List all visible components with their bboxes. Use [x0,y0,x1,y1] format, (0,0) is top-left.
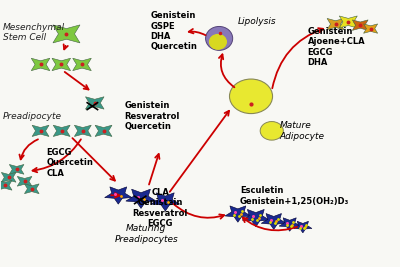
Polygon shape [9,164,24,174]
Ellipse shape [230,79,272,113]
Polygon shape [242,209,270,227]
Text: Mature
Adipocyte: Mature Adipocyte [280,121,325,140]
Text: Maturing
Preadipocytes: Maturing Preadipocytes [114,224,178,244]
Polygon shape [352,20,368,30]
Polygon shape [31,58,50,71]
Polygon shape [279,218,300,231]
Polygon shape [53,125,70,136]
Ellipse shape [260,121,283,140]
Polygon shape [151,193,180,211]
Text: CLA
Genistein
Resveratrol
EGCG: CLA Genistein Resveratrol EGCG [132,188,188,228]
Polygon shape [364,24,378,33]
Polygon shape [24,184,39,194]
Polygon shape [327,18,344,30]
Text: Mesenchymal
Stem Cell: Mesenchymal Stem Cell [3,23,65,42]
Text: Genistein
Ajoene+CLA
EGCG
DHA: Genistein Ajoene+CLA EGCG DHA [308,27,365,67]
Polygon shape [0,180,12,190]
Polygon shape [17,176,32,186]
Polygon shape [105,187,132,204]
Text: Esculetin
Genistein+1,25(OH₂)D₃: Esculetin Genistein+1,25(OH₂)D₃ [240,186,349,206]
Polygon shape [52,58,70,71]
Polygon shape [73,58,91,71]
Polygon shape [32,125,49,136]
Polygon shape [126,189,156,209]
Text: Genistein
Resveratrol
Quercetin: Genistein Resveratrol Quercetin [124,101,180,131]
Polygon shape [261,214,286,229]
Ellipse shape [210,34,226,49]
Text: Preadipocyte: Preadipocyte [3,112,62,121]
Polygon shape [1,172,16,182]
Ellipse shape [206,26,233,50]
Polygon shape [53,25,80,43]
Text: EGCG
Quercetin
CLA: EGCG Quercetin CLA [46,148,94,178]
Polygon shape [225,206,251,222]
Text: Lipolysis: Lipolysis [238,17,276,26]
Polygon shape [86,97,104,109]
Polygon shape [294,221,312,233]
Text: Genistein
GSPE
DHA
Quercetin: Genistein GSPE DHA Quercetin [150,11,197,51]
Polygon shape [95,125,112,136]
Polygon shape [74,125,91,136]
Polygon shape [339,16,357,28]
